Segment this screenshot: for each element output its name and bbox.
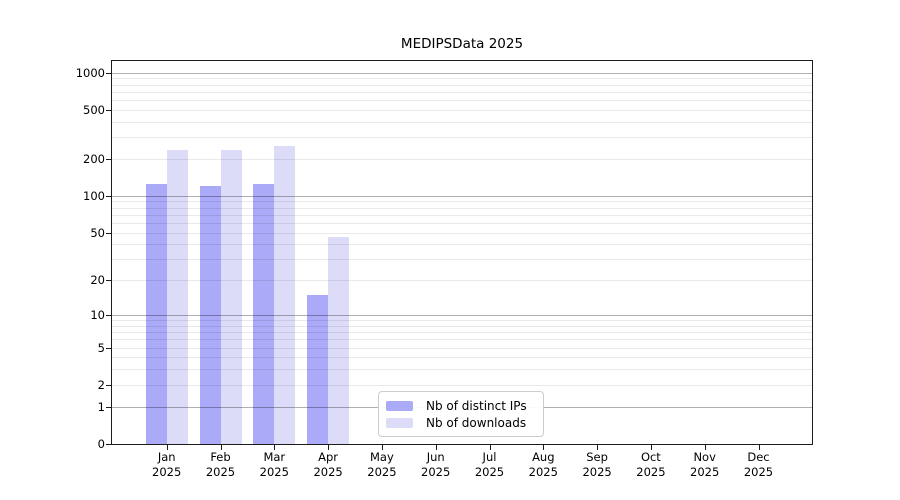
y-tick-mark-2 bbox=[106, 384, 112, 386]
gridline-major-1000 bbox=[112, 72, 812, 74]
legend-entry-downloads: Nb of downloads bbox=[386, 416, 543, 430]
x-tick-label-dec: Dec 2025 bbox=[743, 450, 774, 479]
gridline-minor-400 bbox=[112, 121, 812, 123]
y-tick-mark-500 bbox=[106, 109, 112, 111]
x-tick-label-nov: Nov 2025 bbox=[690, 450, 720, 479]
bar-downloads-jan bbox=[166, 149, 188, 444]
gridline-minor-800 bbox=[112, 84, 812, 86]
gridline-minor-5 bbox=[112, 347, 812, 349]
y-tick-label-200: 200 bbox=[83, 151, 105, 166]
gridline-minor-90 bbox=[112, 201, 812, 203]
gridline-minor-4 bbox=[112, 357, 812, 359]
y-tick-label-10: 10 bbox=[90, 308, 105, 323]
x-tick-mark-nov bbox=[704, 445, 706, 450]
gridline-minor-700 bbox=[112, 91, 812, 93]
x-tick-mark-mar bbox=[274, 445, 276, 450]
y-tick-label-1000: 1000 bbox=[75, 65, 105, 80]
x-tick-label-oct: Oct 2025 bbox=[636, 450, 666, 479]
y-tick-mark-200 bbox=[106, 158, 112, 160]
x-tick-label-jun: Jun 2025 bbox=[421, 450, 451, 479]
bar-distinct-ips-apr bbox=[307, 294, 329, 444]
legend-entry-distinct-ips: Nb of distinct IPs bbox=[386, 399, 543, 413]
y-tick-label-500: 500 bbox=[83, 102, 105, 117]
y-tick-mark-10 bbox=[106, 315, 112, 317]
gridline-major-10 bbox=[112, 315, 812, 317]
gridline-minor-20 bbox=[112, 280, 812, 282]
x-tick-mark-dec bbox=[758, 445, 760, 450]
x-tick-mark-may bbox=[381, 445, 383, 450]
gridline-minor-200 bbox=[112, 158, 812, 160]
y-tick-mark-100 bbox=[106, 195, 112, 197]
y-tick-mark-50 bbox=[106, 232, 112, 234]
x-tick-label-apr: Apr 2025 bbox=[313, 450, 343, 479]
y-tick-mark-1000 bbox=[106, 72, 112, 74]
x-tick-mark-jan bbox=[166, 445, 168, 450]
y-tick-label-2: 2 bbox=[97, 377, 105, 392]
gridline-minor-40 bbox=[112, 244, 812, 246]
legend-swatch-distinct-ips bbox=[386, 400, 413, 411]
y-tick-mark-0 bbox=[106, 444, 112, 445]
gridline-minor-70 bbox=[112, 214, 812, 216]
gridline-minor-9 bbox=[112, 320, 812, 322]
gridline-minor-600 bbox=[112, 99, 812, 101]
x-tick-label-mar: Mar 2025 bbox=[259, 450, 289, 479]
y-tick-label-5: 5 bbox=[97, 340, 105, 355]
gridline-major-100 bbox=[112, 195, 812, 197]
x-tick-mark-oct bbox=[650, 445, 652, 450]
gridline-minor-30 bbox=[112, 259, 812, 261]
bar-downloads-apr bbox=[328, 236, 350, 444]
y-tick-label-100: 100 bbox=[83, 188, 105, 203]
x-tick-mark-jun bbox=[435, 445, 437, 450]
gridline-minor-80 bbox=[112, 207, 812, 209]
y-tick-mark-20 bbox=[106, 280, 112, 282]
x-tick-mark-apr bbox=[328, 445, 330, 450]
gridline-minor-2 bbox=[112, 384, 812, 386]
y-tick-label-50: 50 bbox=[90, 225, 105, 240]
bar-downloads-mar bbox=[274, 145, 296, 444]
gridline-minor-500 bbox=[112, 109, 812, 111]
bar-distinct-ips-feb bbox=[199, 186, 221, 444]
gridline-minor-7 bbox=[112, 332, 812, 334]
x-tick-label-jul: Jul 2025 bbox=[474, 450, 505, 479]
gridline-minor-900 bbox=[112, 78, 812, 80]
gridline-minor-3 bbox=[112, 369, 812, 371]
bar-distinct-ips-jan bbox=[145, 183, 167, 444]
gridline-minor-8 bbox=[112, 325, 812, 327]
x-tick-mark-jul bbox=[489, 445, 491, 450]
x-tick-mark-sep bbox=[597, 445, 599, 450]
x-tick-label-aug: Aug 2025 bbox=[528, 450, 558, 479]
legend-label-downloads: Nb of downloads bbox=[426, 415, 527, 430]
legend-swatch-downloads bbox=[386, 417, 413, 428]
x-tick-label-may: May 2025 bbox=[367, 450, 397, 479]
x-tick-label-feb: Feb 2025 bbox=[205, 450, 236, 479]
y-tick-label-0: 0 bbox=[97, 437, 105, 451]
x-tick-label-jan: Jan 2025 bbox=[152, 450, 182, 479]
plot-area bbox=[111, 60, 813, 445]
y-tick-label-20: 20 bbox=[90, 273, 105, 288]
y-tick-label-1: 1 bbox=[97, 399, 105, 414]
x-tick-label-sep: Sep 2025 bbox=[582, 450, 612, 479]
bar-distinct-ips-mar bbox=[253, 183, 275, 444]
legend: Nb of distinct IPs Nb of downloads bbox=[378, 391, 544, 437]
gridline-minor-300 bbox=[112, 137, 812, 139]
x-tick-mark-aug bbox=[543, 445, 545, 450]
y-tick-mark-1 bbox=[106, 406, 112, 408]
x-tick-mark-feb bbox=[220, 445, 222, 450]
gridline-minor-60 bbox=[112, 222, 812, 224]
gridline-minor-50 bbox=[112, 232, 812, 234]
chart-title: MEDIPSData 2025 bbox=[400, 36, 524, 52]
gridline-minor-6 bbox=[112, 339, 812, 341]
bar-downloads-feb bbox=[220, 149, 242, 444]
legend-label-distinct-ips: Nb of distinct IPs bbox=[426, 398, 527, 413]
y-tick-mark-5 bbox=[106, 347, 112, 349]
